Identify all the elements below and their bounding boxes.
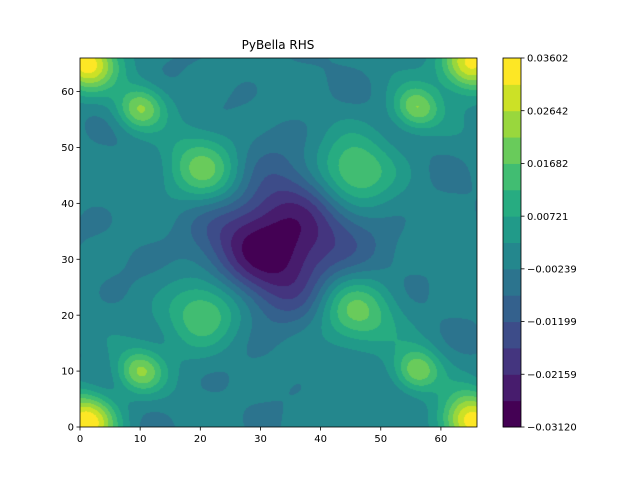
colorbar-band (503, 216, 521, 243)
y-tick-label: 0 (68, 423, 74, 434)
colorbar-band (503, 242, 521, 270)
colorbar: 0.03602 0.02642 0.01682 0.00721 −0.00239 −0.0… (502, 54, 577, 434)
colorbar-band (503, 189, 521, 217)
x-tick-label: 60 (435, 434, 448, 445)
plot-frame (79, 57, 478, 428)
y-tick-label: 50 (61, 143, 74, 154)
colorbar-band (503, 374, 521, 402)
colorbar-band (503, 163, 521, 191)
x-tick-label: 50 (374, 434, 387, 445)
colorbar-tick-label: 0.01682 (527, 159, 568, 170)
contour-field-image (80, 58, 477, 427)
colorbar-tick-label: −0.00239 (527, 264, 577, 275)
colorbar-band (503, 110, 521, 138)
colorbar-tick-label: 0.00721 (527, 212, 568, 223)
chart-title: PyBella RHS (242, 38, 315, 52)
plot-area (79, 57, 478, 428)
y-tick-label: 20 (61, 311, 74, 322)
y-tick-label: 60 (61, 87, 74, 98)
x-tick-label: 10 (134, 434, 147, 445)
colorbar-band (503, 268, 521, 296)
y-tick-label: 10 (61, 367, 74, 378)
colorbar-band (503, 321, 521, 349)
colorbar-band (503, 400, 521, 428)
y-axis: 0 10 20 30 40 50 60 (61, 87, 80, 434)
y-tick-label: 40 (61, 199, 74, 210)
colorbar-band (503, 58, 521, 85)
colorbar-frame (502, 57, 522, 428)
x-tick-label: 30 (254, 434, 267, 445)
colorbar-tick-label: −0.02159 (527, 370, 577, 381)
x-axis: 0 10 20 30 40 50 60 (77, 427, 447, 445)
x-tick-label: 20 (194, 434, 207, 445)
colorbar-tick-label: 0.03602 (527, 54, 568, 65)
x-tick-label: 0 (77, 434, 83, 445)
colorbar-band (503, 137, 521, 164)
colorbar-band (503, 84, 521, 112)
colorbar-tick-label: −0.01199 (527, 317, 577, 328)
x-tick-label: 40 (314, 434, 327, 445)
colorbar-band (503, 295, 521, 323)
y-tick-label: 30 (61, 255, 74, 266)
colorbar-tick-label: −0.03120 (527, 423, 577, 434)
colorbar-tick-label: 0.02642 (527, 106, 568, 117)
colorbar-band (503, 347, 521, 375)
